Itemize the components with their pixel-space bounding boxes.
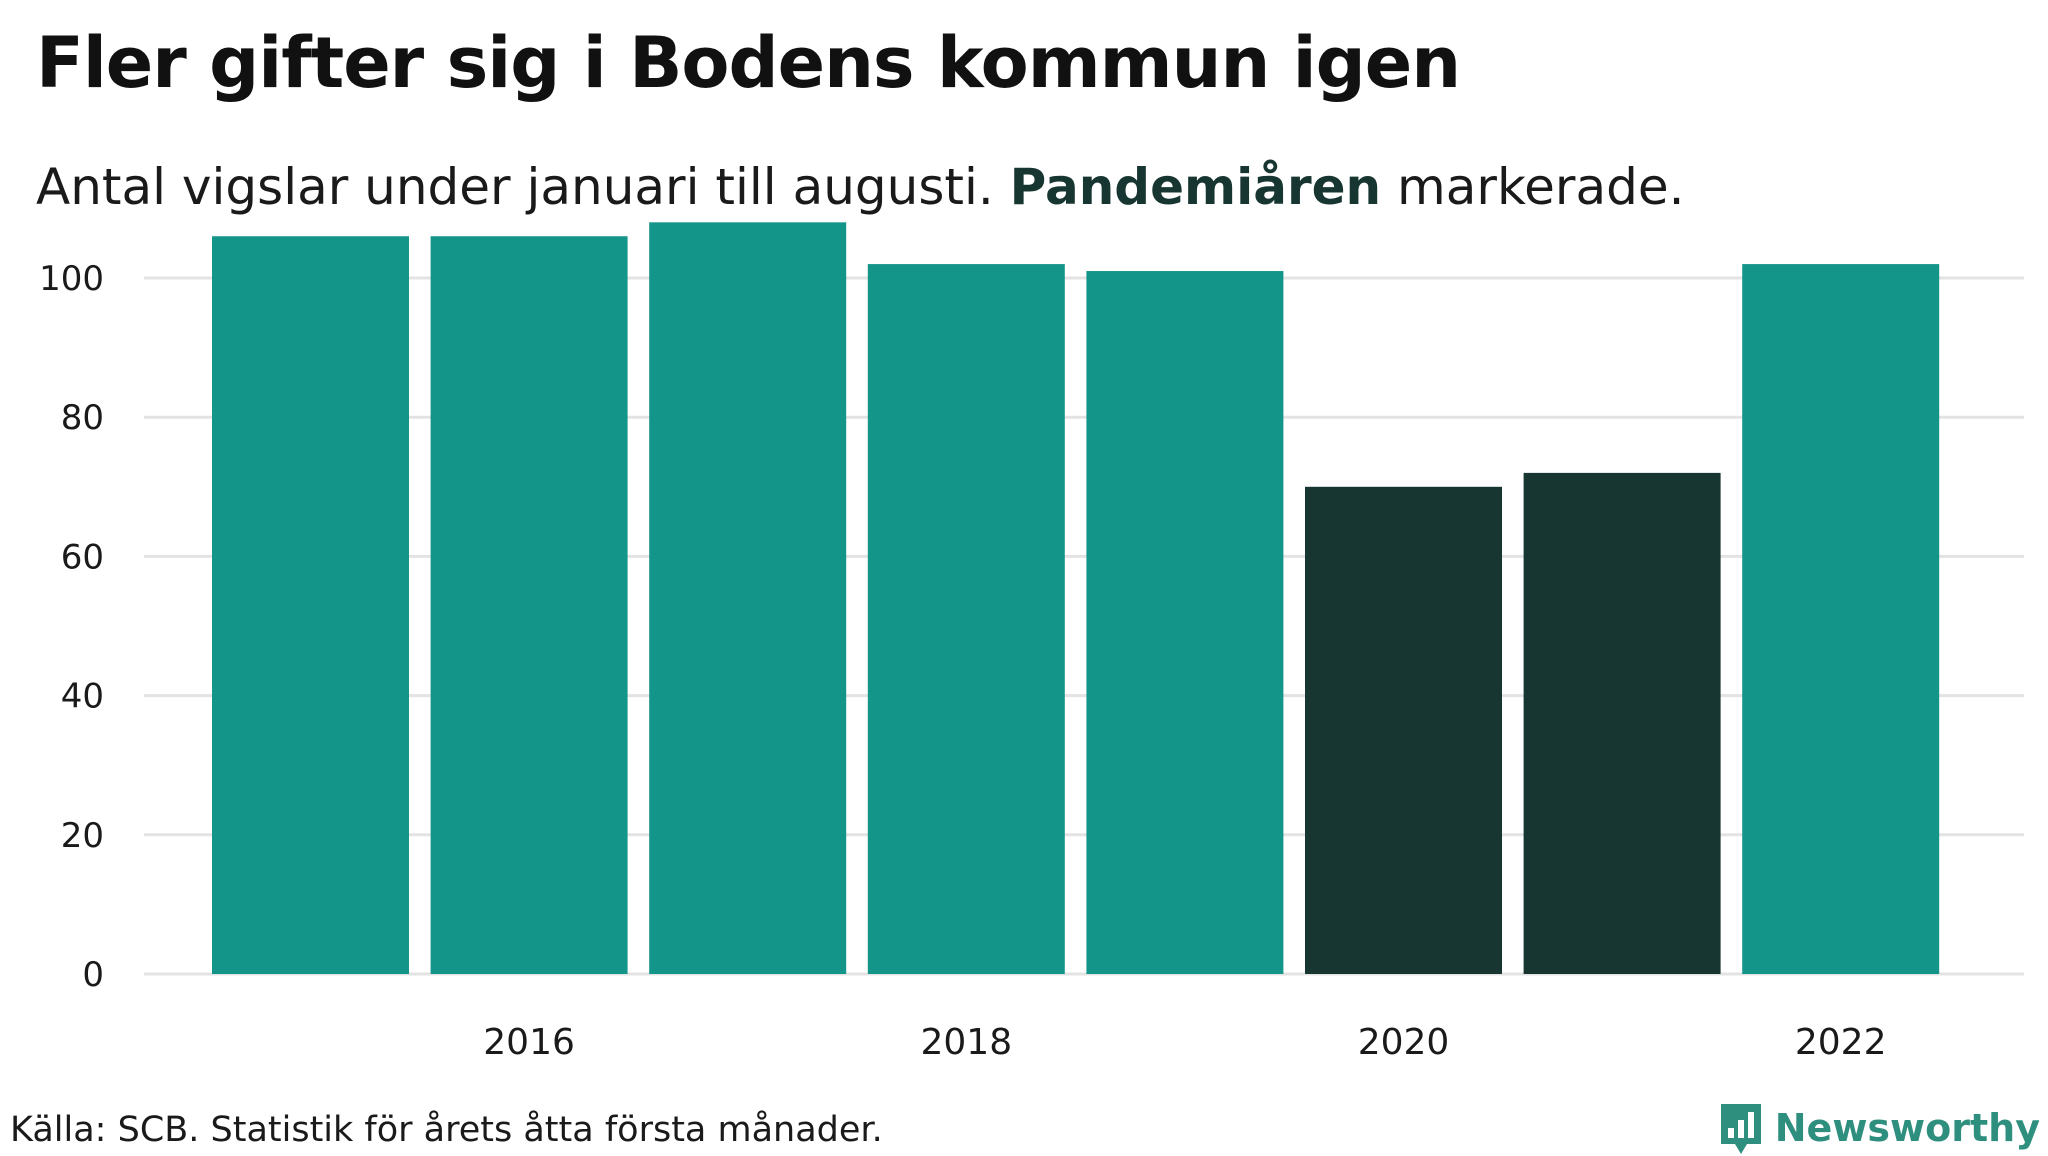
y-tick-label: 100 <box>39 259 104 299</box>
source-note: Källa: SCB. Statistik för årets åtta för… <box>10 1110 883 1150</box>
x-tick-label: 2018 <box>920 1022 1012 1063</box>
bar-2016 <box>430 236 628 975</box>
bars <box>212 222 1940 975</box>
brand-name: Newsworthy <box>1774 1106 2040 1150</box>
subtitle-highlight: Pandemiåren <box>1009 158 1382 216</box>
subtitle-text: Antal vigslar under januari till augusti… <box>36 158 1010 216</box>
x-tick-label: 2016 <box>483 1022 575 1063</box>
bar-2015 <box>212 236 409 975</box>
y-tick-label: 40 <box>61 677 104 717</box>
bar-2018 <box>867 264 1065 975</box>
x-tick-label: 2022 <box>1795 1022 1887 1063</box>
bar-2022 <box>1742 264 1940 975</box>
bar-2017 <box>649 222 847 974</box>
y-tick-label: 0 <box>82 955 104 995</box>
brand-logo: Newsworthy <box>1717 1100 2040 1156</box>
subtitle-suffix: markerade. <box>1381 158 1685 216</box>
y-tick-label: 20 <box>61 816 104 856</box>
newsworthy-logo-icon <box>1720 1104 1761 1154</box>
bar-2020 <box>1305 486 1502 974</box>
chart-subtitle: Antal vigslar under januari till augusti… <box>36 158 1684 216</box>
y-tick-label: 80 <box>61 398 104 438</box>
bar-2019 <box>1086 271 1284 974</box>
bar-2021 <box>1523 472 1721 974</box>
y-tick-label: 60 <box>61 537 104 577</box>
x-axis-ticks: 2016 2018 2020 2022 <box>483 1022 1886 1063</box>
gridlines <box>144 276 2024 976</box>
y-axis-ticks: 0 20 40 60 80 100 <box>39 259 104 995</box>
chart-title: Fler gifter sig i Bodens kommun igen <box>36 22 1461 104</box>
x-tick-label: 2020 <box>1358 1022 1450 1063</box>
